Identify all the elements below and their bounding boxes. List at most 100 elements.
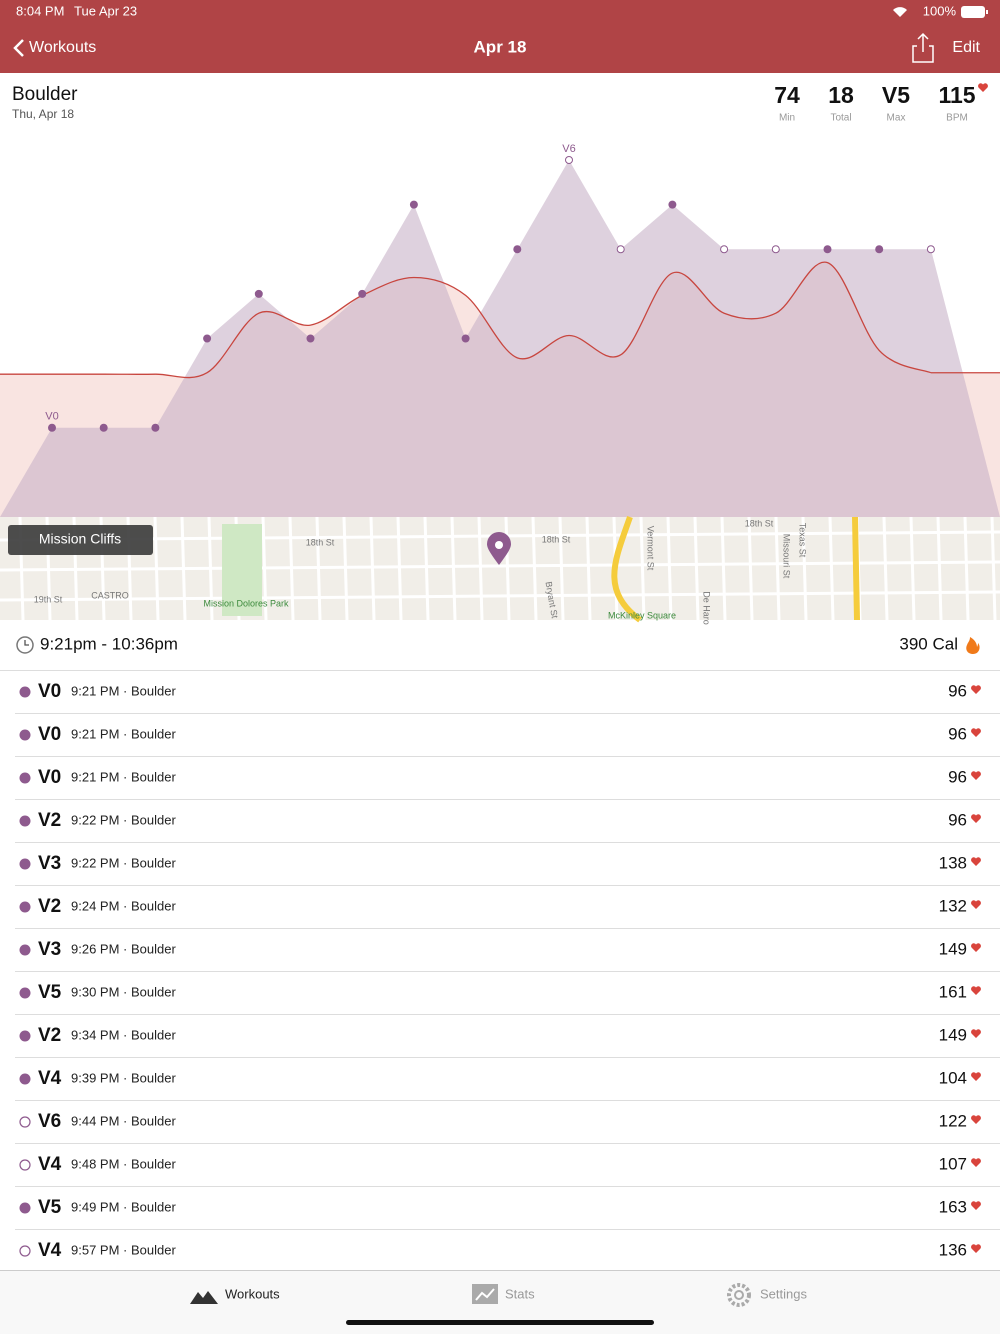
map-pin-dot	[495, 541, 503, 549]
grade-point	[616, 245, 625, 254]
settings-hub	[734, 1290, 744, 1300]
climb-detail: 9:21 PM · Boulder	[71, 769, 176, 784]
map-label: 18th St	[745, 518, 774, 528]
climb-bpm: 122	[939, 1111, 967, 1130]
climb-detail: 9:21 PM · Boulder	[71, 683, 176, 698]
workout-title: Boulder	[12, 84, 78, 105]
street	[531, 516, 538, 621]
flame-icon	[966, 637, 980, 654]
grade-point	[306, 334, 315, 343]
map-label: Missouri St	[782, 534, 792, 579]
status-time: 8:04 PM	[16, 3, 64, 18]
stat-value: V5	[882, 82, 910, 108]
battery-text: 100%	[923, 3, 957, 18]
back-button[interactable]: Workouts	[29, 39, 96, 56]
grade-dot	[19, 1202, 31, 1214]
grade-point	[668, 200, 677, 209]
clock-hands	[24, 640, 29, 646]
grade-point	[409, 200, 418, 209]
grade-dot	[19, 729, 31, 741]
tab-label[interactable]: Settings	[760, 1286, 807, 1301]
back-chevron[interactable]	[13, 39, 24, 57]
grade-dot	[19, 1073, 31, 1085]
street	[477, 516, 484, 621]
map-label: Vermont St	[646, 526, 656, 571]
highway	[852, 516, 860, 621]
nav-title: Apr 18	[474, 37, 527, 56]
grade-point	[875, 245, 884, 254]
street	[396, 516, 403, 621]
stat-value: 18	[828, 82, 854, 108]
workout-date: Thu, Apr 18	[12, 107, 74, 121]
climb-grade: V5	[38, 1197, 62, 1218]
wifi-icon	[893, 7, 907, 17]
share-icon[interactable]	[912, 32, 934, 63]
tab-label[interactable]: Workouts	[225, 1286, 280, 1301]
grade-dot	[19, 1116, 31, 1128]
climb-detail: 9:22 PM · Boulder	[71, 855, 176, 870]
heart-icon	[971, 900, 981, 909]
settings-icon[interactable]	[727, 1283, 751, 1307]
stat-label: Min	[779, 113, 795, 124]
street	[936, 516, 943, 621]
climb-grade: V0	[38, 681, 61, 702]
heart-icon	[971, 1158, 981, 1167]
heart-icon	[971, 943, 981, 952]
workouts-icon[interactable]	[190, 1291, 218, 1304]
stat-label: Total	[830, 113, 851, 124]
climb-grade: V2	[38, 1025, 61, 1046]
climb-detail: 9:24 PM · Boulder	[71, 898, 176, 913]
map-label: Mission Dolores Park	[203, 598, 289, 608]
park	[222, 524, 262, 616]
heart-icon	[971, 1072, 981, 1081]
climb-bpm: 136	[939, 1240, 967, 1259]
climb-bpm: 163	[939, 1197, 967, 1216]
climb-grade: V4	[38, 1068, 62, 1089]
climb-detail: 9:57 PM · Boulder	[71, 1242, 176, 1257]
grade-dot	[19, 815, 31, 827]
climb-detail: 9:26 PM · Boulder	[71, 941, 176, 956]
heart-icon	[971, 857, 981, 866]
heart-icon	[971, 728, 981, 737]
climb-grade: V5	[38, 982, 62, 1003]
map-label: CASTRO	[91, 590, 129, 600]
stat-label: BPM	[946, 113, 968, 124]
climb-bpm: 138	[939, 853, 967, 872]
stats-line	[475, 1288, 495, 1301]
climb-grade: V4	[38, 1154, 62, 1175]
climb-bpm: 96	[948, 681, 967, 700]
climb-detail: 9:44 PM · Boulder	[71, 1113, 176, 1128]
street	[423, 516, 430, 621]
street	[450, 516, 457, 621]
climb-grade: V6	[38, 1111, 61, 1132]
climb-bpm: 104	[939, 1068, 967, 1087]
climb-bpm: 132	[939, 896, 967, 915]
climb-grade: V2	[38, 810, 61, 831]
climb-grade: V3	[38, 853, 61, 874]
highway	[611, 516, 642, 623]
top-bar	[0, 0, 1000, 73]
heart-icon	[971, 1029, 981, 1038]
grade-point	[513, 245, 522, 254]
grade-point	[926, 245, 935, 254]
grade-area	[0, 160, 1000, 517]
grade-dot	[19, 987, 31, 999]
edit-button[interactable]: Edit	[952, 39, 980, 56]
time-range: 9:21pm - 10:36pm	[40, 634, 178, 653]
climb-bpm: 96	[948, 767, 967, 786]
place-tooltip	[8, 525, 153, 555]
climb-detail: 9:39 PM · Boulder	[71, 1070, 176, 1085]
climb-grade: V0	[38, 724, 61, 745]
grade-label: V6	[562, 143, 575, 155]
home-indicator	[346, 1320, 654, 1325]
grade-point	[358, 289, 367, 298]
heart-icon	[971, 771, 981, 780]
climb-detail: 9:22 PM · Boulder	[71, 812, 176, 827]
tab-label[interactable]: Stats	[505, 1286, 535, 1301]
grade-point	[771, 245, 780, 254]
climb-bpm: 149	[939, 1025, 967, 1044]
climb-detail: 9:49 PM · Boulder	[71, 1199, 176, 1214]
grade-point	[99, 423, 108, 432]
stats-icon[interactable]	[472, 1284, 498, 1304]
